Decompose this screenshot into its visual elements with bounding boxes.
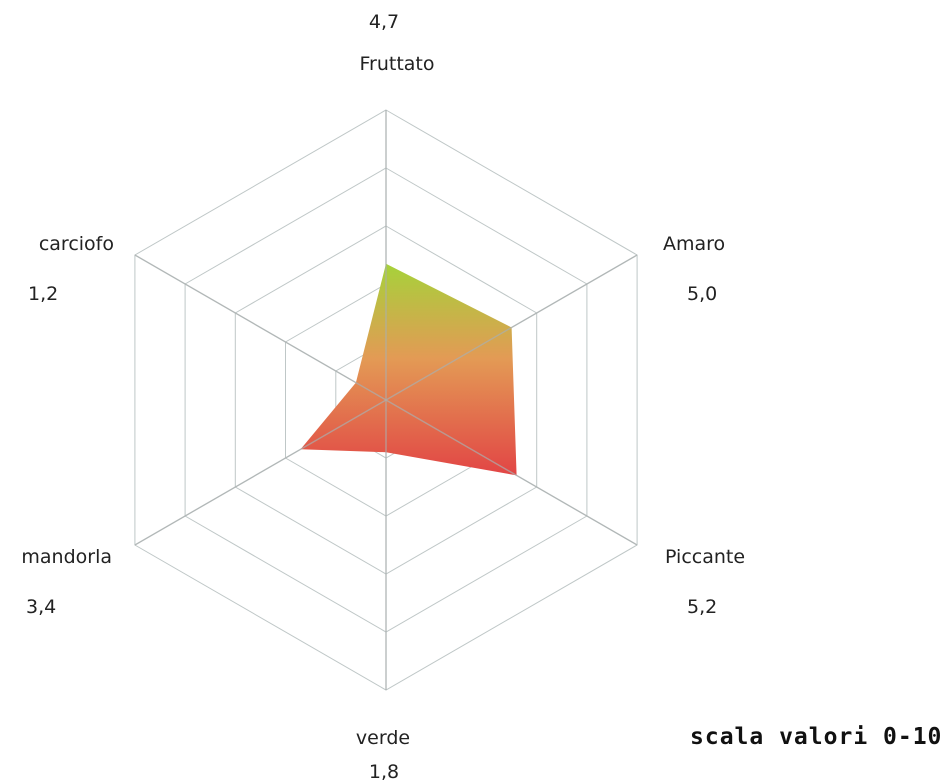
spoke-overlay-carciofo [134, 254, 387, 401]
axis-label-amaro: Amaro [663, 233, 725, 255]
axis-label-fruttato: Fruttato [359, 53, 434, 75]
axis-label-carciofo: carciofo [39, 233, 114, 255]
value-label-amaro: 5,0 [687, 283, 717, 305]
spoke-overlay-piccante [385, 399, 638, 546]
spoke-overlay-amaro [385, 254, 638, 401]
axis-label-piccante: Piccante [665, 546, 745, 568]
value-label-fruttato: 4,7 [369, 11, 399, 33]
axis-label-verde: verde [356, 727, 410, 749]
value-label-mandorla: 3,4 [26, 596, 56, 618]
spoke-overlay-mandorla [134, 399, 387, 546]
data-area [300, 263, 517, 476]
value-label-carciofo: 1,2 [28, 283, 58, 305]
axis-spokes-overlay [134, 110, 638, 690]
value-label-piccante: 5,2 [687, 596, 717, 618]
scale-note: scala valori 0-10 [690, 724, 940, 750]
value-label-verde: 1,8 [369, 761, 399, 783]
axis-label-mandorla: mandorla [21, 546, 112, 568]
